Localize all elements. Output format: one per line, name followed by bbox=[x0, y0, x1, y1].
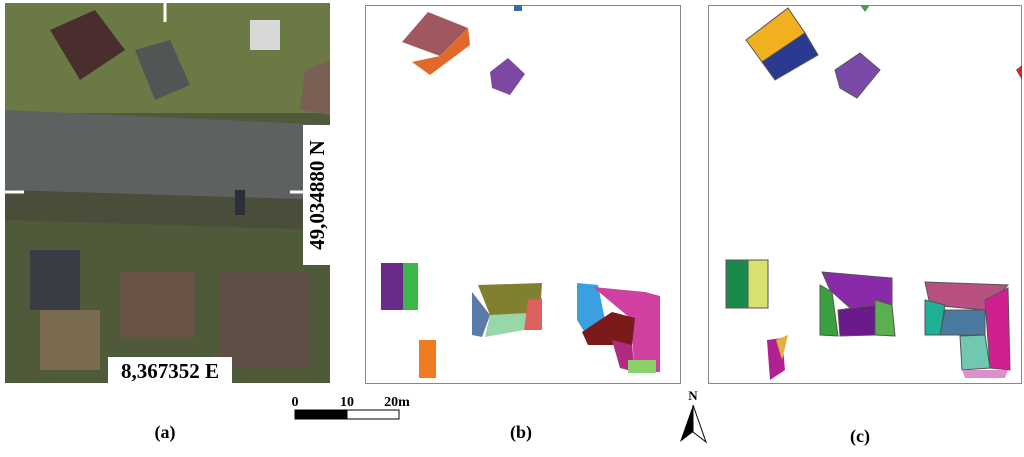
garden bbox=[40, 310, 100, 370]
segment bbox=[524, 298, 542, 330]
scale-label: 20m bbox=[384, 395, 410, 410]
panel-label: (a) bbox=[155, 422, 176, 443]
arrow-right bbox=[692, 404, 708, 444]
segment bbox=[490, 58, 525, 95]
roof bbox=[220, 272, 310, 367]
segment bbox=[962, 370, 1008, 378]
segment bbox=[819, 284, 839, 337]
segment bbox=[628, 360, 656, 373]
segment bbox=[593, 287, 660, 372]
segment bbox=[959, 334, 991, 371]
segment bbox=[577, 283, 605, 333]
aerial-image bbox=[5, 3, 330, 383]
roof bbox=[300, 60, 330, 115]
segment bbox=[582, 312, 635, 345]
north-arrow: N bbox=[680, 388, 708, 444]
street bbox=[5, 110, 330, 200]
segment bbox=[834, 52, 881, 99]
segment bbox=[874, 299, 896, 337]
segment bbox=[939, 309, 986, 336]
segmentation-b bbox=[365, 5, 681, 384]
segment bbox=[472, 292, 490, 337]
roof bbox=[120, 272, 195, 337]
segment bbox=[412, 28, 470, 75]
scale-label: 10 bbox=[340, 395, 354, 410]
easting-label: 8,367352 E bbox=[121, 359, 219, 383]
segment bbox=[402, 12, 468, 56]
northing-box bbox=[303, 125, 330, 265]
scale-bar: 0 10 20m bbox=[292, 395, 410, 420]
arrow-left bbox=[680, 405, 693, 442]
segment bbox=[776, 335, 788, 360]
segment bbox=[381, 263, 405, 310]
north-label: N bbox=[688, 388, 698, 403]
scale-segment bbox=[346, 409, 400, 420]
easting-box bbox=[108, 357, 232, 384]
segment bbox=[485, 313, 528, 337]
panel-label: (b) bbox=[510, 422, 532, 443]
segment bbox=[860, 5, 870, 12]
scale-segment bbox=[294, 409, 348, 420]
segment bbox=[761, 32, 819, 81]
roof bbox=[250, 20, 280, 50]
roof bbox=[30, 250, 80, 310]
segment bbox=[514, 5, 522, 11]
panel-label: (c) bbox=[850, 426, 870, 447]
roof bbox=[135, 40, 190, 100]
segmentation-c bbox=[708, 5, 1022, 384]
scale-label: 0 bbox=[292, 395, 299, 410]
segment bbox=[403, 263, 418, 310]
car bbox=[235, 190, 245, 215]
segment bbox=[747, 259, 769, 309]
segment bbox=[478, 283, 542, 315]
segment bbox=[419, 340, 436, 378]
sidewalk bbox=[5, 190, 330, 230]
segment bbox=[725, 259, 749, 309]
roof bbox=[50, 10, 125, 80]
segment bbox=[837, 304, 876, 337]
northing-label: 49,034880 N bbox=[305, 140, 329, 250]
segment bbox=[1016, 65, 1022, 80]
segment bbox=[984, 287, 1011, 371]
